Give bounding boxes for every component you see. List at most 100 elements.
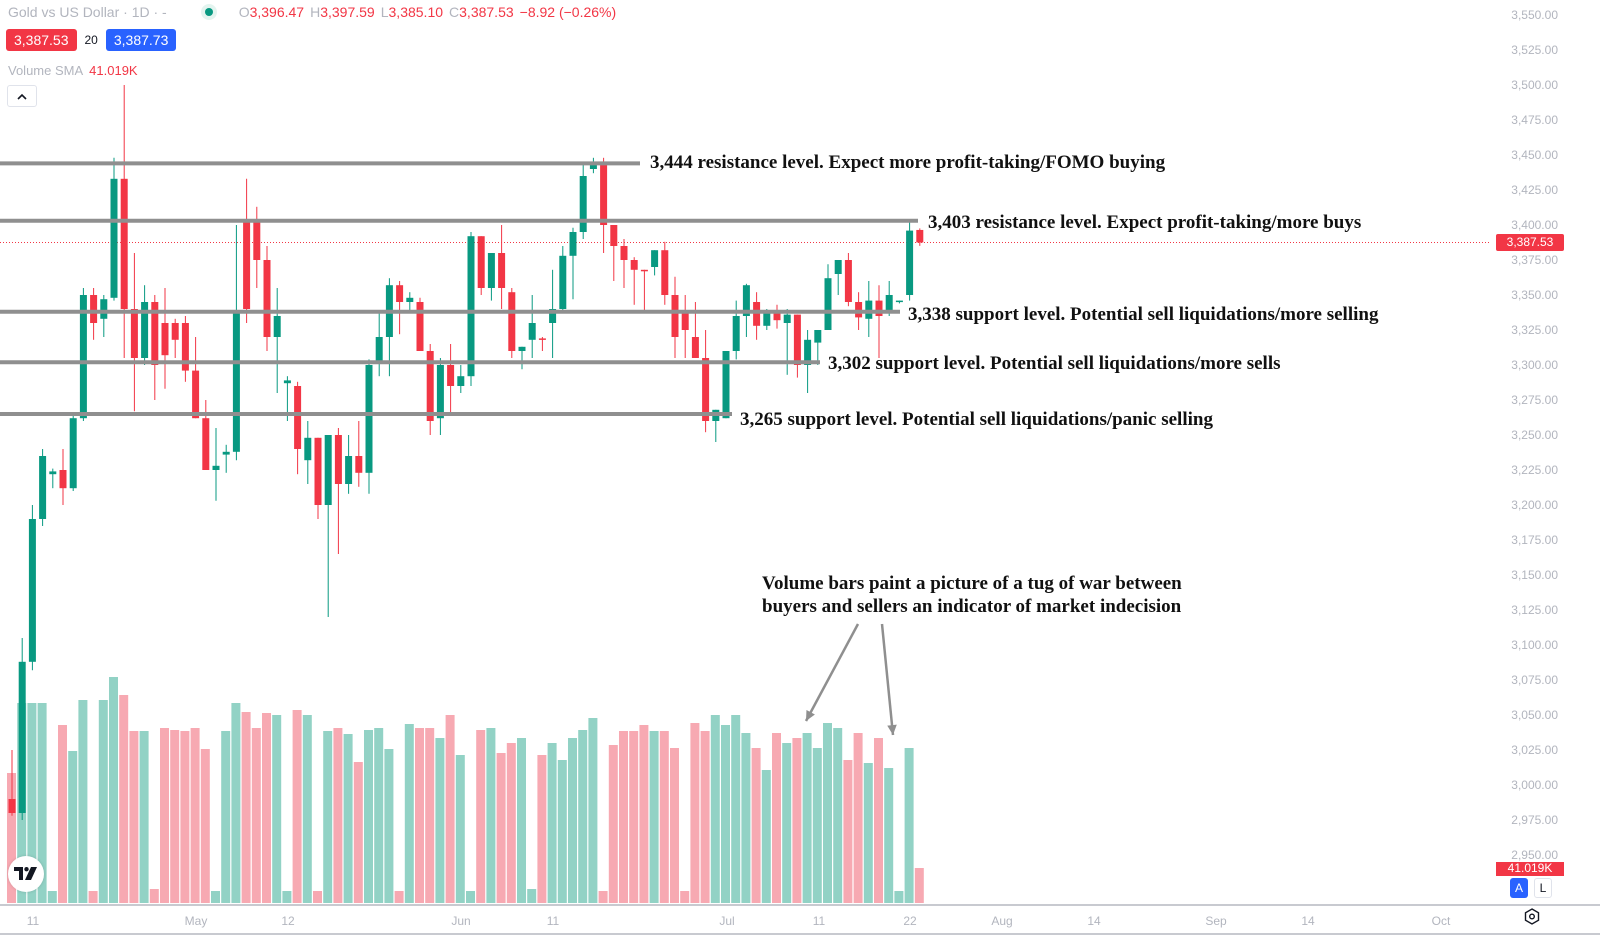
candle[interactable] <box>436 358 444 435</box>
candle[interactable] <box>569 227 577 300</box>
candle[interactable] <box>90 288 98 340</box>
candle[interactable] <box>875 285 883 358</box>
candle[interactable] <box>834 260 842 295</box>
candle[interactable] <box>681 295 689 358</box>
candle[interactable] <box>487 253 495 301</box>
candle[interactable] <box>39 449 47 526</box>
price-tick-label: 3,500.00 <box>1511 78 1558 92</box>
candle[interactable] <box>49 468 57 489</box>
candle[interactable] <box>640 269 648 312</box>
candle[interactable] <box>783 309 791 375</box>
candle[interactable] <box>355 421 363 487</box>
candle[interactable] <box>59 449 67 505</box>
candle[interactable] <box>375 311 383 377</box>
auto-scale-button[interactable]: A <box>1510 878 1528 898</box>
candle[interactable] <box>28 505 36 671</box>
candle[interactable] <box>549 269 557 358</box>
volume-bar <box>486 728 496 903</box>
candle[interactable] <box>630 257 638 305</box>
candle[interactable] <box>212 428 220 501</box>
log-scale-button[interactable]: L <box>1534 878 1552 898</box>
volume-bar <box>282 891 292 903</box>
candle[interactable] <box>498 225 506 309</box>
candle[interactable] <box>202 400 210 470</box>
price-axis[interactable]: 3,550.00 3,525.00 3,500.00 3,475.00 3,450.00… <box>1490 0 1600 905</box>
candle[interactable] <box>906 220 914 301</box>
candle[interactable] <box>814 330 822 365</box>
candle[interactable] <box>18 638 26 820</box>
candle[interactable] <box>171 318 179 358</box>
candle[interactable] <box>426 344 434 435</box>
candle[interactable] <box>702 330 710 433</box>
candle[interactable] <box>865 281 873 337</box>
candle[interactable] <box>559 246 567 312</box>
candle[interactable] <box>824 264 832 330</box>
candle[interactable] <box>753 292 761 340</box>
candle[interactable] <box>232 225 240 461</box>
candle[interactable] <box>773 304 781 329</box>
candle[interactable] <box>518 346 526 370</box>
time-axis[interactable]: 11 May 12 Jun 11 Jul 11 22 Aug 14 Sep 14 Oct <box>0 904 1600 934</box>
annotation-support-3338: 3,338 support level. Potential sell liqu… <box>908 304 1379 325</box>
candle[interactable] <box>365 359 373 494</box>
candle[interactable] <box>8 750 16 816</box>
chart-pane[interactable] <box>0 0 1490 905</box>
sell-button[interactable]: 3,387.53 <box>6 29 77 51</box>
candle[interactable] <box>895 300 903 304</box>
candle[interactable] <box>447 344 455 414</box>
candle[interactable] <box>457 365 465 393</box>
candle[interactable] <box>304 421 312 484</box>
candle[interactable] <box>916 228 924 246</box>
candle[interactable] <box>651 250 659 276</box>
candle[interactable] <box>620 239 628 288</box>
tradingview-logo[interactable] <box>8 856 44 892</box>
candle[interactable] <box>141 285 149 365</box>
candle[interactable] <box>181 316 189 382</box>
volume-bar <box>619 731 628 903</box>
candle[interactable] <box>600 157 608 253</box>
candle[interactable] <box>263 246 271 351</box>
candle[interactable] <box>110 157 118 301</box>
candle[interactable] <box>324 435 332 617</box>
volume-bar <box>323 731 333 903</box>
candle[interactable] <box>610 225 618 281</box>
candle[interactable] <box>579 162 587 239</box>
candle[interactable] <box>314 437 322 519</box>
candle[interactable] <box>406 292 414 312</box>
volume-bar <box>251 728 261 903</box>
candle[interactable] <box>528 295 536 358</box>
candle[interactable] <box>396 281 404 335</box>
candle[interactable] <box>589 157 597 174</box>
candle[interactable] <box>161 288 169 389</box>
price-tick-label: 3,025.00 <box>1511 743 1558 757</box>
candle[interactable] <box>477 236 485 295</box>
candle[interactable] <box>222 444 230 473</box>
volume-bar <box>904 748 914 903</box>
candlestick-chart[interactable] <box>0 0 1490 905</box>
candle[interactable] <box>508 288 516 358</box>
candle[interactable] <box>538 337 546 351</box>
chart-settings-button[interactable] <box>1522 905 1542 929</box>
candle[interactable] <box>416 297 424 351</box>
candle[interactable] <box>100 295 108 337</box>
candle[interactable] <box>69 414 77 491</box>
candle[interactable] <box>273 288 281 393</box>
candle[interactable] <box>345 435 353 494</box>
candle[interactable] <box>294 381 302 475</box>
price-tick-label: 3,450.00 <box>1511 148 1558 162</box>
candle[interactable] <box>661 241 669 305</box>
candle[interactable] <box>793 314 801 378</box>
candle[interactable] <box>79 288 87 421</box>
buy-button[interactable]: 3,387.73 <box>105 29 177 51</box>
candle[interactable] <box>671 276 679 358</box>
collapse-legend-button[interactable] <box>7 85 37 107</box>
candle[interactable] <box>192 337 200 419</box>
volume-sma-legend[interactable]: Volume SMA 41.019K <box>8 63 138 78</box>
candle[interactable] <box>844 253 852 307</box>
candle[interactable] <box>243 178 251 323</box>
candle[interactable] <box>334 428 342 554</box>
volume-bar <box>374 728 384 903</box>
candle[interactable] <box>732 300 740 360</box>
candle[interactable] <box>130 253 138 412</box>
symbol-title[interactable]: Gold vs US Dollar · 1D · - <box>8 4 167 20</box>
